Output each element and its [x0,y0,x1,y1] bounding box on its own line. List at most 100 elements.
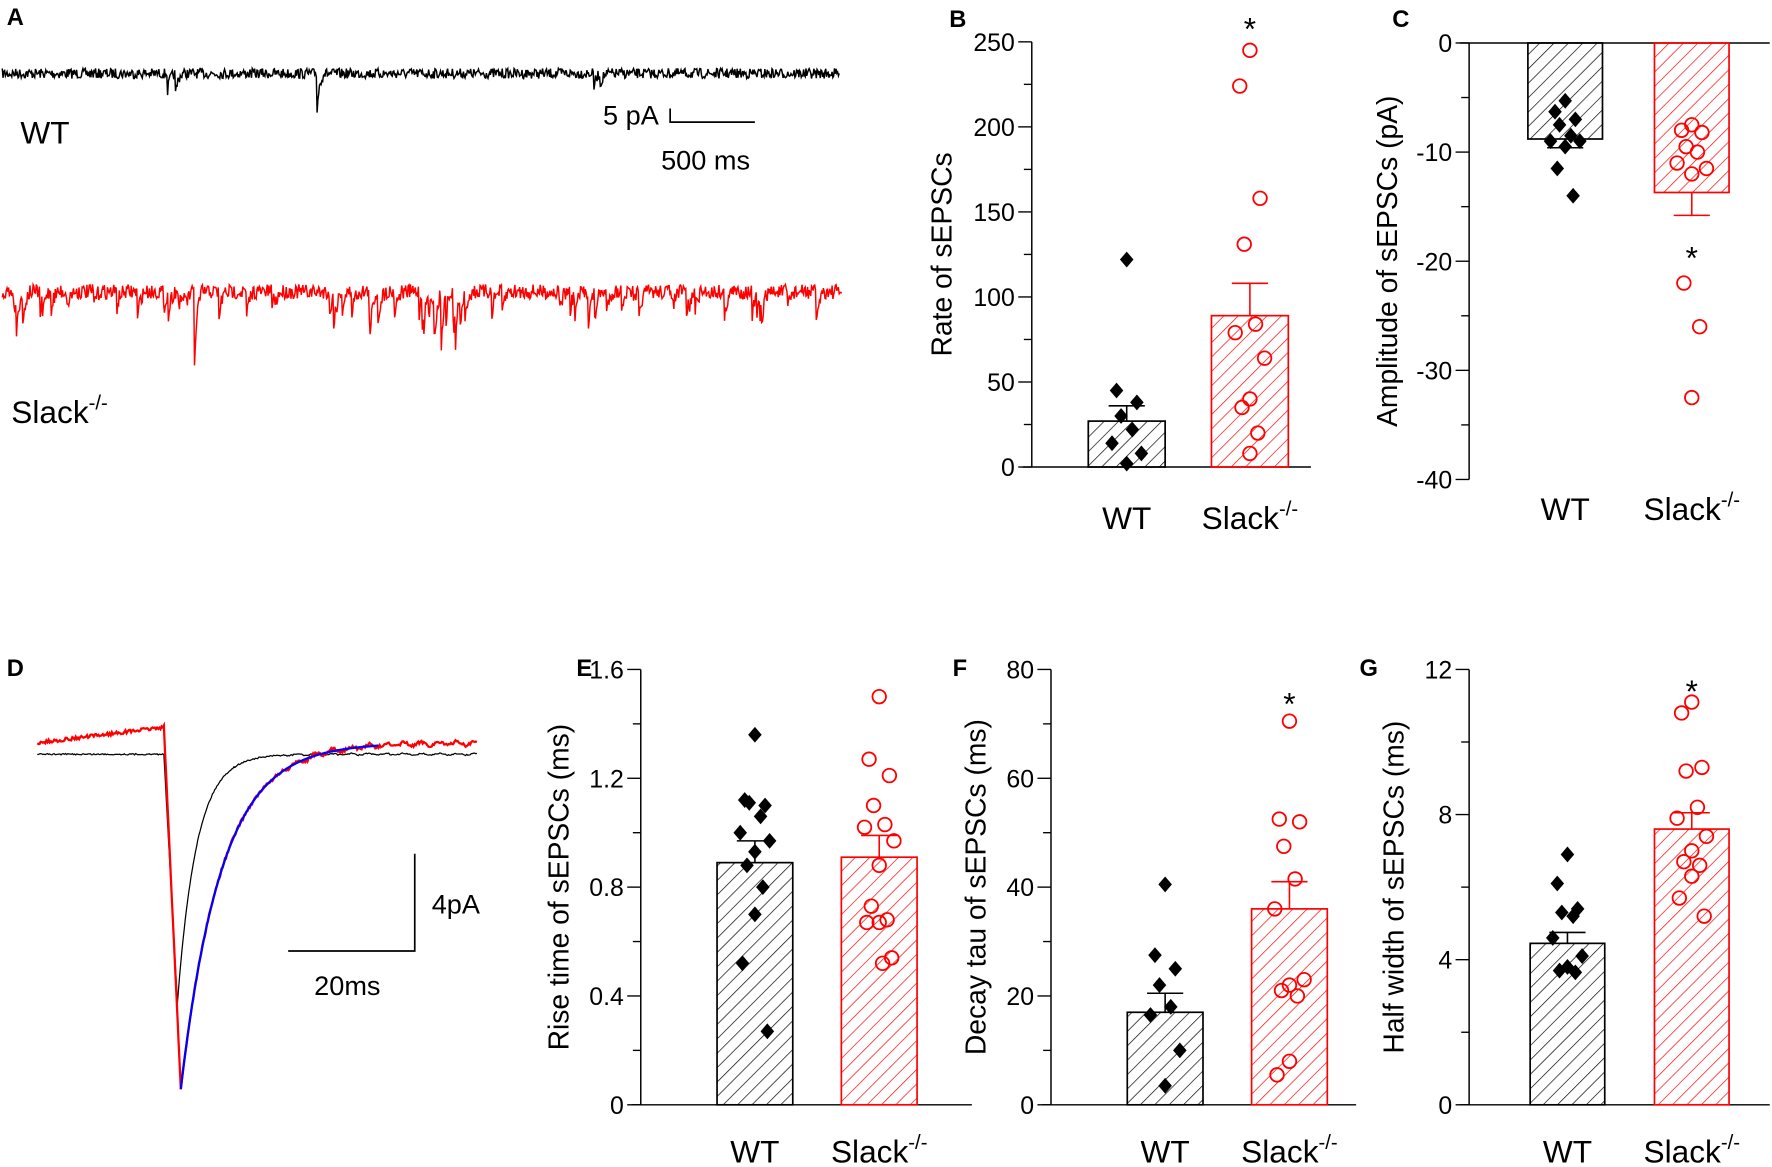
x-tick-label: Slack-/- [1643,1132,1740,1167]
y-tick-label: 8 [1438,802,1452,830]
exponential-fit-trace [179,744,379,1090]
bar-slack-ko [1653,828,1730,1106]
data-point-slack-ko [1269,1067,1285,1083]
data-point-wt [1552,962,1567,979]
scale-y-label-d: 4pA [432,889,481,920]
panel-letter-d: D [7,656,24,682]
data-point-slack-ko [1234,399,1250,416]
data-point-wt [1568,964,1583,981]
wt-trace [1,65,840,113]
y-tick-label: 50 [987,369,1015,397]
data-point-slack-ko [1689,144,1706,160]
data-point-wt [1575,948,1589,964]
y-axis-label: Amplitude of sEPSCs (pA) [1371,96,1403,427]
y-axis-label: Rate of sEPSCs [926,152,958,356]
y-axis-label: Decay tau of sEPSCs (ms) [959,719,991,1055]
category-name: Slack [1643,1133,1721,1167]
y-tick-label: 0.4 [589,983,624,1011]
panel-g: G 0 4 8 12 Half width of sEPSCs (ms) WT Slack-/… [1360,656,1770,1167]
ko-sup: -/- [89,392,108,414]
category-sup: -/- [1319,1132,1338,1154]
category-name: Slack [831,1133,909,1167]
significance-star: * [1686,673,1698,709]
data-point-slack-ko [1671,890,1688,906]
data-point-slack-ko [1673,705,1690,721]
y-tick-label: -20 [1416,248,1452,276]
data-point-slack-ko [1281,977,1298,993]
category-sup: -/- [1721,490,1740,512]
y-tick-label: 1.6 [589,656,624,684]
wt-average-trace [37,752,478,1003]
data-point-slack-ko [1250,425,1266,441]
x-tick-label: WT [730,1133,779,1167]
category-name: Slack [1202,500,1280,536]
x-tick-label: Slack-/- [1241,1132,1338,1167]
significance-star: * [1283,686,1295,722]
panel-letter-a: A [7,5,24,31]
data-point-slack-ko [871,857,887,874]
y-tick-label: 250 [973,29,1014,57]
data-point-slack-ko [1276,838,1292,854]
category-name: WT [1141,1133,1190,1167]
category-sup: -/- [1279,499,1298,521]
data-point-slack-ko [861,751,877,767]
data-point-slack-ko [886,833,902,849]
data-point-wt [1552,116,1567,133]
significance-star: * [1686,239,1698,275]
data-point-slack-ko [1684,868,1700,884]
data-point-wt [1173,1042,1187,1059]
data-point-slack-ko [1247,316,1264,332]
panel-letter: F [953,656,967,682]
data-point-slack-ko [1296,971,1312,988]
data-point-slack-ko [859,914,875,931]
data-point-slack-ko [1267,901,1283,917]
x-tick-label: Slack-/- [1643,490,1740,528]
y-axis-label: Rise time of sEPSCs (ms) [542,724,574,1051]
y-tick-label: 0.8 [589,874,624,902]
category-name: WT [730,1133,779,1167]
category-name: WT [1543,1133,1592,1167]
x-tick-label: WT [1102,500,1151,536]
scale-bar-a [669,108,755,123]
data-point-slack-ko [1242,391,1258,407]
y-tick-label: 0 [610,1092,624,1120]
data-point-slack-ko [871,914,887,931]
data-point-slack-ko [1271,811,1287,827]
panel-d: D 4pA 20ms [7,656,481,1090]
data-point-wt [1548,103,1562,120]
data-point-slack-ko [1691,319,1708,335]
data-point-slack-ko [863,898,879,914]
data-point-wt [1164,998,1178,1015]
scale-x-label-a: 500 ms [661,145,750,176]
data-point-slack-ko [1676,275,1692,291]
data-point-slack-ko [1236,236,1252,252]
data-point-wt [1550,875,1565,892]
data-point-slack-ko [1684,389,1700,406]
data-point-slack-ko [1669,155,1685,171]
data-point-slack-ko [1698,828,1715,845]
y-tick-label: 0 [1438,30,1452,58]
data-point-wt [1555,904,1569,921]
panel-letter: B [949,7,966,33]
data-point-slack-ko [1281,713,1298,729]
data-point-slack-ko [1232,78,1248,94]
category-sup: -/- [908,1132,927,1154]
data-point-slack-ko [871,688,887,705]
data-point-slack-ko [1673,122,1690,138]
panel-b: B 0 50 100 150 200 250 Rate of sEPSCs WT Slack-/-… [926,7,1311,536]
panel-a: A WT 5 pA 500 ms Slack-/- [1,5,843,430]
y-tick-label: -30 [1416,357,1452,385]
data-point-wt [1119,455,1134,472]
data-point-slack-ko [1256,350,1273,366]
data-point-slack-ko [1287,871,1303,887]
data-point-wt [1148,947,1162,964]
data-point-wt [762,832,777,849]
y-tick-label: 60 [1006,765,1034,793]
data-point-slack-ko [1289,988,1306,1004]
data-point-wt [1105,435,1119,452]
data-point-slack-ko [1696,908,1712,924]
data-point-slack-ko [1689,799,1706,815]
slack-ko-trace [1,281,843,366]
